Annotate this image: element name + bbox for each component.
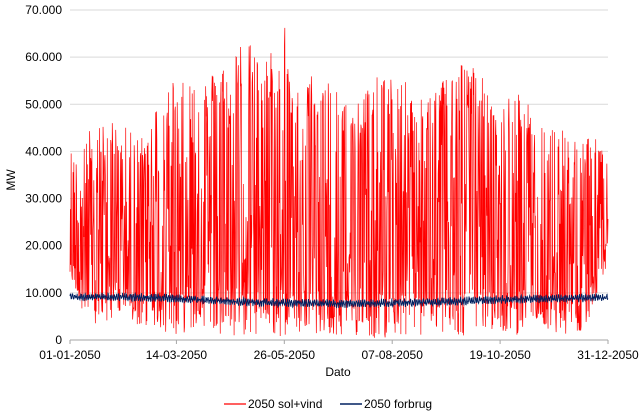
x-axis-ticks: 01-01-2050 14-03-2050 26-05-2050 07-08-2050… bbox=[39, 340, 639, 362]
y-tick-label: 50.000 bbox=[25, 97, 62, 111]
y-tick-label: 40.000 bbox=[25, 144, 62, 158]
y-tick-label: 20.000 bbox=[25, 239, 62, 253]
series-forbrug bbox=[69, 292, 609, 309]
y-tick-label: 30.000 bbox=[25, 192, 62, 206]
series-sol-vind bbox=[69, 27, 609, 338]
legend-label-sol-vind: 2050 sol+vind bbox=[248, 397, 322, 411]
y-tick-label: 0 bbox=[55, 333, 62, 347]
legend: 2050 sol+vind 2050 forbrug bbox=[224, 397, 432, 411]
series-line-sol-vind bbox=[69, 27, 609, 338]
series-line-forbrug bbox=[69, 292, 609, 309]
x-tick-label: 01-01-2050 bbox=[39, 348, 101, 362]
y-tick-label: 70.000 bbox=[25, 3, 62, 17]
y-axis-label: MW bbox=[4, 169, 18, 191]
x-tick-label: 26-05-2050 bbox=[254, 348, 316, 362]
y-tick-label: 60.000 bbox=[25, 50, 62, 64]
y-tick-label: 10.000 bbox=[25, 286, 62, 300]
x-tick-label: 07-08-2050 bbox=[362, 348, 424, 362]
x-tick-label: 19-10-2050 bbox=[469, 348, 531, 362]
x-tick-label: 14-03-2050 bbox=[146, 348, 208, 362]
legend-label-forbrug: 2050 forbrug bbox=[364, 397, 432, 411]
x-axis-label: Dato bbox=[325, 365, 351, 379]
x-tick-label: 31-12-2050 bbox=[577, 348, 639, 362]
y-axis-ticks: 0 10.000 20.000 30.000 40.000 50.000 60.000 70.… bbox=[25, 3, 62, 347]
